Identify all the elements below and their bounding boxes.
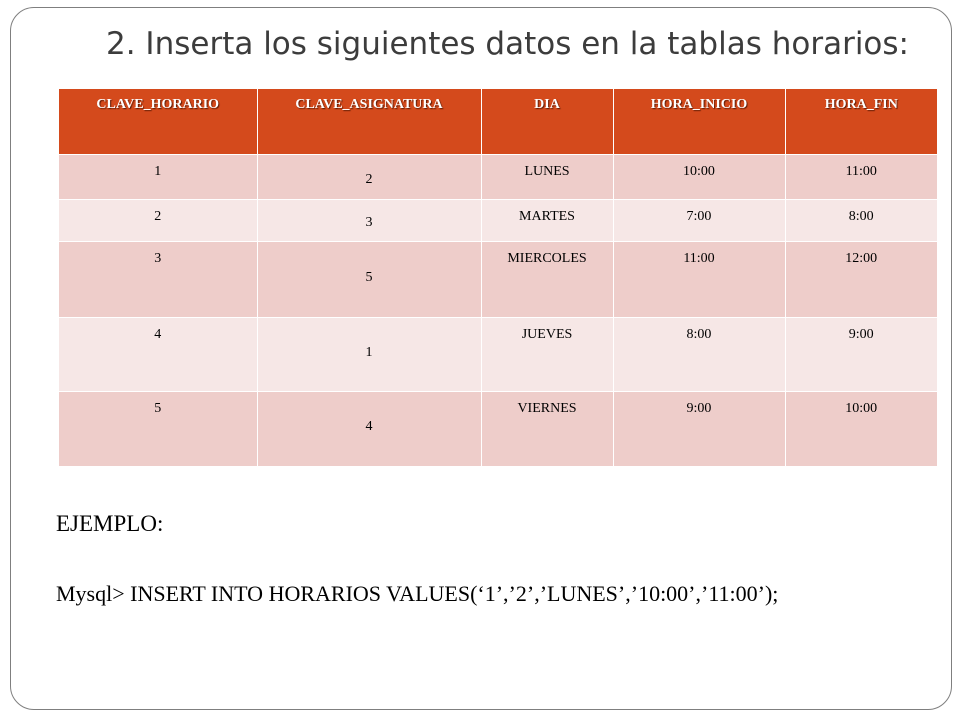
table-header-row: CLAVE_HORARIO CLAVE_ASIGNATURA DIA HORA_… <box>59 89 937 154</box>
cell-clave-horario: 2 <box>59 198 258 241</box>
cell-clave-horario: 4 <box>59 316 258 391</box>
cell-hora-fin: 9:00 <box>785 316 937 391</box>
cell-hora-fin: 11:00 <box>785 153 937 199</box>
cell-clave-horario: 5 <box>59 390 258 466</box>
header-clave-asignatura: CLAVE_ASIGNATURA <box>257 89 482 154</box>
cell-hora-inicio: 10:00 <box>613 153 786 199</box>
cell-clave-asignatura-value: 2 <box>365 171 373 187</box>
header-hora-inicio: HORA_INICIO <box>613 89 786 154</box>
cell-clave-asignatura: 2 <box>257 153 482 199</box>
table-row: 4 1 JUEVES 8:00 9:00 <box>59 316 937 391</box>
cell-clave-horario: 3 <box>59 240 258 317</box>
table-row: 3 5 MIERCOLES 11:00 12:00 <box>59 240 937 317</box>
example-sql-statement: Mysql> INSERT INTO HORARIOS VALUES(‘1’,’… <box>56 581 779 606</box>
cell-hora-inicio: 9:00 <box>613 390 786 466</box>
slide-frame: 2. Inserta los siguientes datos en la ta… <box>10 7 952 710</box>
cell-clave-asignatura-value: 1 <box>365 344 373 360</box>
cell-dia: JUEVES <box>481 316 614 391</box>
cell-clave-horario: 1 <box>59 153 258 199</box>
table-row: 2 3 MARTES 7:00 8:00 <box>59 198 937 241</box>
horarios-table: CLAVE_HORARIO CLAVE_ASIGNATURA DIA HORA_… <box>59 89 937 466</box>
slide-title: 2. Inserta los siguientes datos en la ta… <box>106 26 909 62</box>
cell-dia: MIERCOLES <box>481 240 614 317</box>
cell-clave-asignatura: 4 <box>257 390 482 466</box>
cell-clave-asignatura: 1 <box>257 316 482 391</box>
header-dia: DIA <box>481 89 614 154</box>
table-row: 5 4 VIERNES 9:00 10:00 <box>59 390 937 466</box>
cell-clave-asignatura-value: 3 <box>365 214 373 230</box>
header-hora-fin: HORA_FIN <box>785 89 937 154</box>
example-label: EJEMPLO: <box>56 511 164 536</box>
header-clave-horario: CLAVE_HORARIO <box>59 89 258 154</box>
cell-hora-inicio: 8:00 <box>613 316 786 391</box>
cell-dia: MARTES <box>481 198 614 241</box>
cell-dia: VIERNES <box>481 390 614 466</box>
cell-clave-asignatura: 5 <box>257 240 482 317</box>
cell-hora-fin: 8:00 <box>785 198 937 241</box>
cell-hora-inicio: 11:00 <box>613 240 786 317</box>
cell-hora-inicio: 7:00 <box>613 198 786 241</box>
cell-clave-asignatura: 3 <box>257 198 482 241</box>
cell-dia: LUNES <box>481 153 614 199</box>
table-row: 1 2 LUNES 10:00 11:00 <box>59 153 937 199</box>
cell-hora-fin: 10:00 <box>785 390 937 466</box>
cell-hora-fin: 12:00 <box>785 240 937 317</box>
cell-clave-asignatura-value: 4 <box>365 418 373 434</box>
cell-clave-asignatura-value: 5 <box>365 269 373 285</box>
